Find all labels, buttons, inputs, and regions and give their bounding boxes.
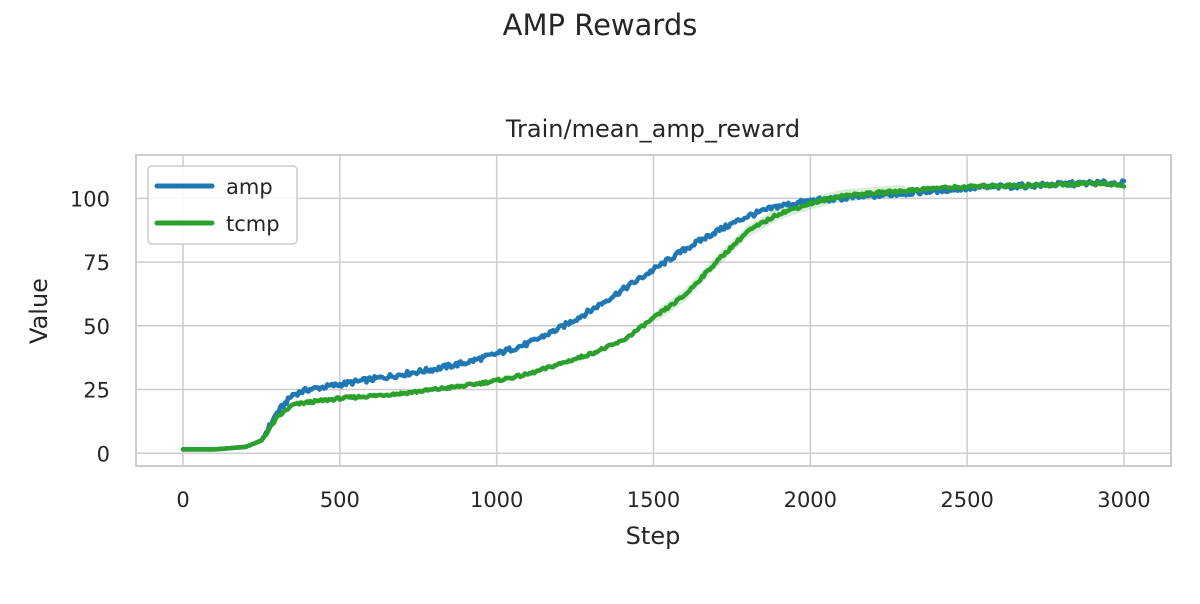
series-layer — [180, 178, 1127, 452]
x-tick-label: 500 — [320, 488, 360, 512]
axes-title: Train/mean_amp_reward — [505, 115, 800, 143]
y-tick-label: 25 — [83, 379, 110, 403]
series-line-tcmp — [180, 179, 1127, 452]
y-axis-label: Value — [25, 278, 53, 344]
x-tick-label: 2000 — [784, 488, 837, 512]
legend-label-tcmp: tcmp — [226, 212, 280, 236]
y-tick-label: 0 — [97, 442, 110, 466]
plot-frame — [135, 154, 1172, 467]
y-tick-label: 100 — [70, 187, 110, 211]
tick-label-layer: 0 500 1000 1500 2000 2500 3000 0 25 50 75 100 — [70, 187, 1151, 512]
x-tick-label: 1000 — [470, 488, 523, 512]
y-tick-label: 75 — [83, 251, 110, 275]
x-tick-label: 2500 — [940, 488, 993, 512]
x-tick-label: 3000 — [1097, 488, 1150, 512]
x-tick-label: 1500 — [627, 488, 680, 512]
figure-suptitle: AMP Rewards — [503, 8, 698, 42]
x-tick-label: 0 — [176, 488, 189, 512]
legend-label-amp: amp — [226, 175, 273, 199]
x-axis-label: Step — [626, 522, 681, 550]
legend: amp tcmp — [147, 165, 298, 245]
y-tick-label: 50 — [83, 315, 110, 339]
